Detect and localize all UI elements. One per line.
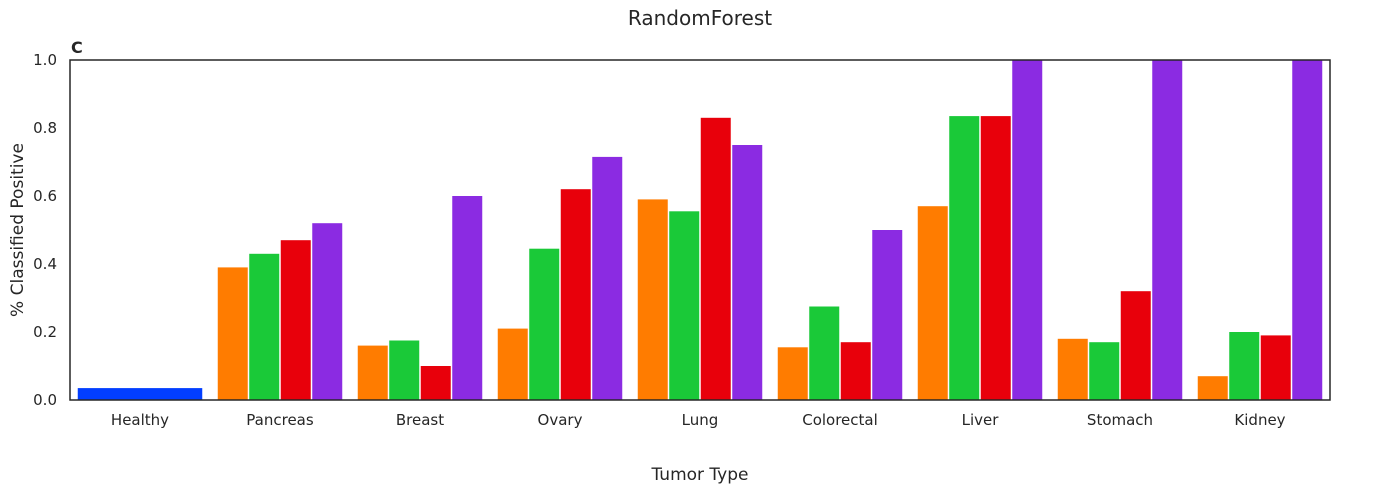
bar-stomach-series-4 [1120,291,1151,400]
y-ticks-group: 0.0 0.2 0.4 0.6 0.8 1.0 [33,51,57,409]
panel-label: C [71,38,83,57]
bar-pancreas-series-2 [217,267,248,400]
bar-colorectal-series-3 [809,306,840,400]
bar-healthy-series-1 [77,388,203,400]
bar-liver-series-2 [917,206,948,400]
bar-liver-series-3 [949,116,980,400]
bar-lung-series-2 [637,199,668,400]
y-tick-label: 0.8 [33,119,57,137]
bar-lung-series-4 [700,117,731,401]
bar-kidney-series-4 [1260,335,1291,400]
chart-title: RandomForest [628,6,772,30]
bar-colorectal-series-2 [777,347,808,400]
bar-colorectal-series-4 [840,342,871,400]
x-ticks-group: Healthy Pancreas Breast Ovary Lung Colorectal… [111,411,1286,429]
x-tick-label-lung: Lung [682,411,719,429]
y-tick-label: 0.2 [33,323,57,341]
bar-breast-series-4 [420,366,451,400]
bar-lung-series-5 [732,145,763,400]
bar-kidney-series-3 [1229,332,1260,400]
bar-kidney-series-2 [1197,376,1228,400]
bar-ovary-series-4 [560,189,591,400]
x-tick-label-ovary: Ovary [538,411,583,429]
x-axis-label: Tumor Type [651,465,749,485]
y-tick-label: 0.4 [33,255,57,273]
bar-pancreas-series-4 [280,240,311,400]
bar-ovary-series-3 [529,248,560,400]
bar-colorectal-series-5 [872,230,903,400]
bar-pancreas-series-3 [249,253,280,400]
x-tick-label-liver: Liver [962,411,1000,429]
y-tick-label: 0.0 [33,391,57,409]
bar-breast-series-5 [452,196,483,400]
bar-breast-series-3 [389,340,420,400]
plot-frame [69,59,1331,401]
y-tick-label: 1.0 [33,51,57,69]
x-tick-label-kidney: Kidney [1234,411,1285,429]
y-axis-label: % Classified Positive [8,143,28,317]
bar-liver-series-5 [1012,60,1043,400]
y-tick-label: 0.6 [33,187,57,205]
bar-pancreas-series-5 [312,223,343,400]
bar-stomach-series-5 [1152,60,1183,400]
bars-group [77,60,1323,401]
bar-liver-series-4 [980,116,1011,400]
bar-breast-series-2 [357,345,388,400]
bar-stomach-series-3 [1089,342,1120,400]
x-tick-label-stomach: Stomach [1087,411,1153,429]
x-tick-label-pancreas: Pancreas [246,411,314,429]
bar-ovary-series-2 [497,328,528,400]
bar-ovary-series-5 [592,156,623,400]
bar-lung-series-3 [669,211,700,400]
x-tick-label-breast: Breast [396,411,444,429]
bar-kidney-series-5 [1292,60,1323,400]
bar-stomach-series-2 [1057,338,1088,400]
x-tick-label-colorectal: Colorectal [802,411,878,429]
x-tick-label-healthy: Healthy [111,411,169,429]
